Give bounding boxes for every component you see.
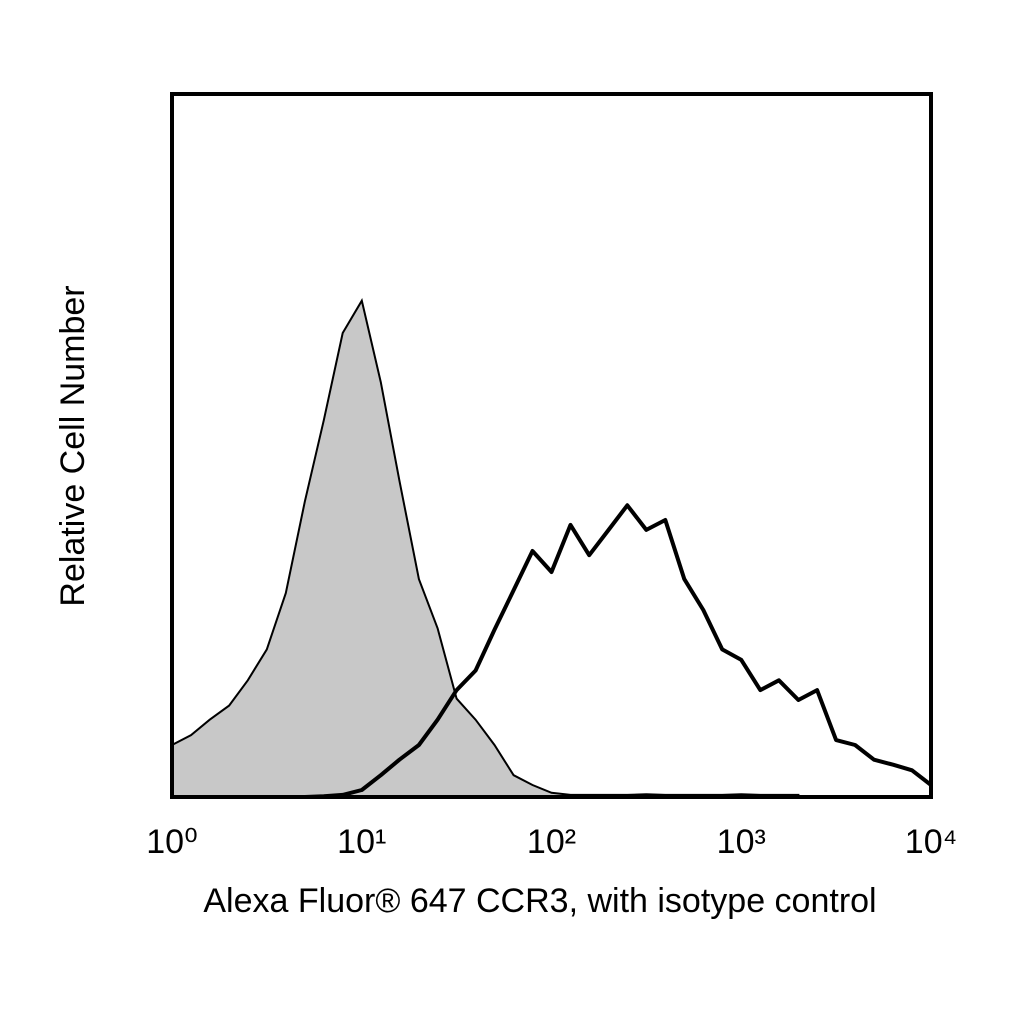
x-tick-label: 10¹: [337, 823, 386, 861]
x-axis-label: Alexa Fluor® 647 CCR3, with isotype cont…: [203, 882, 876, 920]
x-tick-label: 10⁴: [905, 823, 957, 861]
plot-frame: [170, 92, 933, 799]
x-tick-label: 10⁰: [146, 823, 197, 861]
y-axis-label: Relative Cell Number: [54, 285, 92, 606]
x-tick-label: 10³: [717, 823, 766, 861]
histogram-area: [171, 298, 800, 798]
x-tick-label: 10²: [527, 823, 576, 861]
